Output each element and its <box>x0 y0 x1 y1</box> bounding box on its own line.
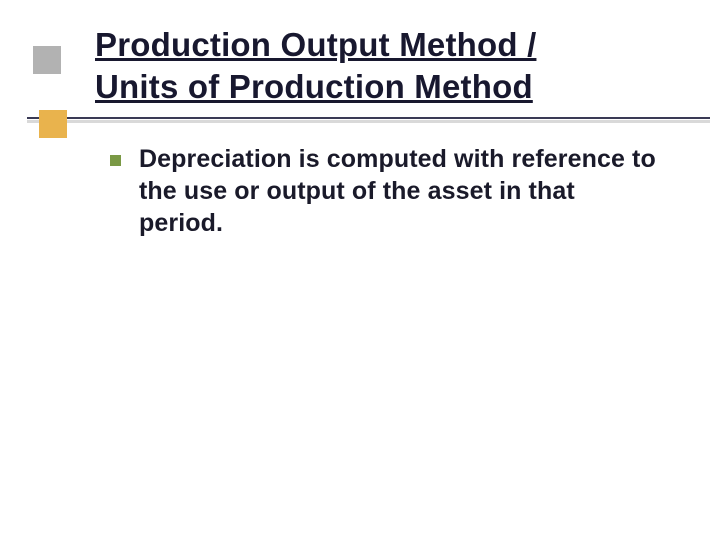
bullet-square-icon <box>110 155 121 166</box>
bullet-text: Depreciation is computed with reference … <box>139 143 660 239</box>
accent-square-gray <box>33 46 61 74</box>
body-block: Depreciation is computed with reference … <box>110 143 660 239</box>
title-line-2: Units of Production Method <box>95 68 533 105</box>
slide-title: Production Output Method / Units of Prod… <box>95 24 680 108</box>
title-block: Production Output Method / Units of Prod… <box>95 24 680 108</box>
slide: Production Output Method / Units of Prod… <box>0 0 720 540</box>
accent-square-orange <box>39 110 67 138</box>
bullet-item: Depreciation is computed with reference … <box>110 143 660 239</box>
title-rule-shadow <box>27 120 710 123</box>
title-line-1: Production Output Method / <box>95 26 536 63</box>
title-rule <box>27 117 710 119</box>
